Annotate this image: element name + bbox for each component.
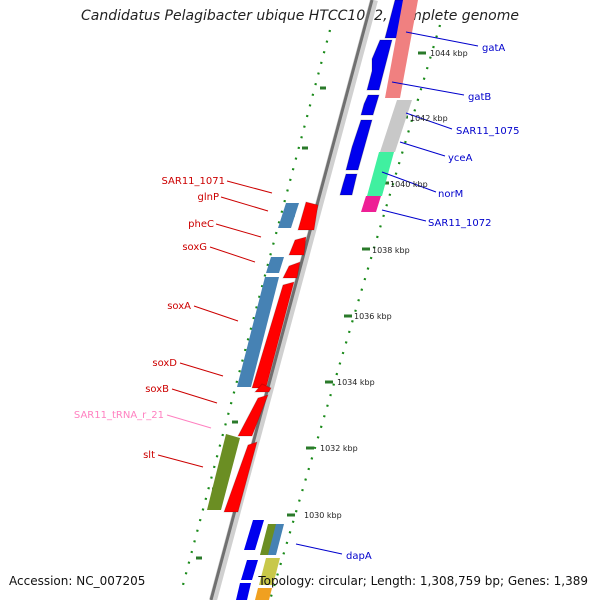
scale-label: 1034 kbp xyxy=(337,378,375,387)
outer-dotted-track xyxy=(268,24,442,600)
gene-label-soxA: soxA xyxy=(167,301,191,312)
gene-arrow-pheC xyxy=(282,261,301,279)
gene-block-soxA xyxy=(237,277,279,387)
scale-label: 1038 kbp xyxy=(372,246,410,255)
gene-label-SAR11-tRNA-r-21: SAR11_tRNA_r_21 xyxy=(74,410,164,421)
gene-arrow-rev-2 xyxy=(360,94,380,116)
gene-arrow-soxD xyxy=(253,383,272,393)
gene-label-soxD: soxD xyxy=(152,358,177,369)
bottom-genes[interactable] xyxy=(236,520,284,600)
gene-block-khaki xyxy=(259,558,280,585)
gene-label-SAR11-1072: SAR11_1072 xyxy=(428,218,492,229)
gene-arrow-bottom-3 xyxy=(236,583,251,600)
gene-block-glnP xyxy=(278,203,299,228)
inner-dotted-track xyxy=(181,29,332,586)
scale-label: 1042 kbp xyxy=(410,114,448,123)
gene-label-SAR11-1071: SAR11_1071 xyxy=(162,176,226,187)
segment-gatA xyxy=(385,0,418,98)
topology-label: Topology: circular; Length: 1,308,759 bp… xyxy=(258,574,588,588)
gene-block-soxG xyxy=(266,257,284,273)
gene-label-yceA: yceA xyxy=(448,153,473,164)
scale-labels: 1044 kbp 1042 kbp 1040 kbp 1038 kbp 1036… xyxy=(304,49,468,520)
scale-label: 1040 kbp xyxy=(390,180,428,189)
accession-label: Accession: NC_007205 xyxy=(9,574,146,588)
gene-arrow-slt xyxy=(223,441,258,513)
gene-block-dapA-green xyxy=(260,524,278,555)
gene-label-glnP: glnP xyxy=(198,192,220,203)
gene-arrow-bottom-2 xyxy=(241,560,258,580)
segment-SAR11-1075 xyxy=(380,100,412,152)
label-leaders xyxy=(157,31,479,555)
gene-label-dapA: dapA xyxy=(346,551,372,562)
gene-label-slt: slt xyxy=(143,450,155,461)
gene-label-SAR11-1075: SAR11_1075 xyxy=(456,126,520,137)
scale-label: 1044 kbp xyxy=(430,49,468,58)
feature-track-2[interactable] xyxy=(361,0,418,212)
gene-labels-left[interactable]: SAR11_1071 glnP pheC soxG soxA soxD soxB… xyxy=(74,176,225,461)
gene-arrow-rev-4 xyxy=(339,173,358,196)
gene-label-pheC: pheC xyxy=(188,219,214,230)
gene-label-soxG: soxG xyxy=(182,242,207,253)
sox-genes-blue[interactable] xyxy=(237,203,299,387)
gene-label-gatB: gatB xyxy=(468,92,491,103)
scale-label: 1030 kbp xyxy=(304,511,342,520)
forward-strand-genes[interactable] xyxy=(223,201,319,513)
gene-arrow-rev-3 xyxy=(345,119,373,171)
gene-label-norM: norM xyxy=(438,189,463,200)
gene-label-soxB: soxB xyxy=(145,384,169,395)
scale-label: 1032 kbp xyxy=(320,444,358,453)
segment-yceA xyxy=(367,152,394,196)
segment-SAR11-1072 xyxy=(361,196,381,212)
gene-arrow-glnP xyxy=(288,236,307,256)
gene-arrow-SAR11-1071 xyxy=(297,201,319,231)
gene-block-dapA-blue xyxy=(268,524,284,555)
scale-label: 1036 kbp xyxy=(354,312,392,321)
gene-label-gatA: gatA xyxy=(482,43,505,54)
gene-block-slt[interactable] xyxy=(207,434,240,510)
gene-block-orange xyxy=(255,588,272,600)
gene-arrow-soxB xyxy=(237,394,269,437)
gene-labels-right[interactable]: gatA gatB SAR11_1075 yceA norM SAR11_107… xyxy=(346,43,520,562)
scale-tracks xyxy=(181,24,442,600)
gene-arrow-bottom-1 xyxy=(244,520,264,550)
gene-arrow-gatA-rev xyxy=(366,39,393,91)
